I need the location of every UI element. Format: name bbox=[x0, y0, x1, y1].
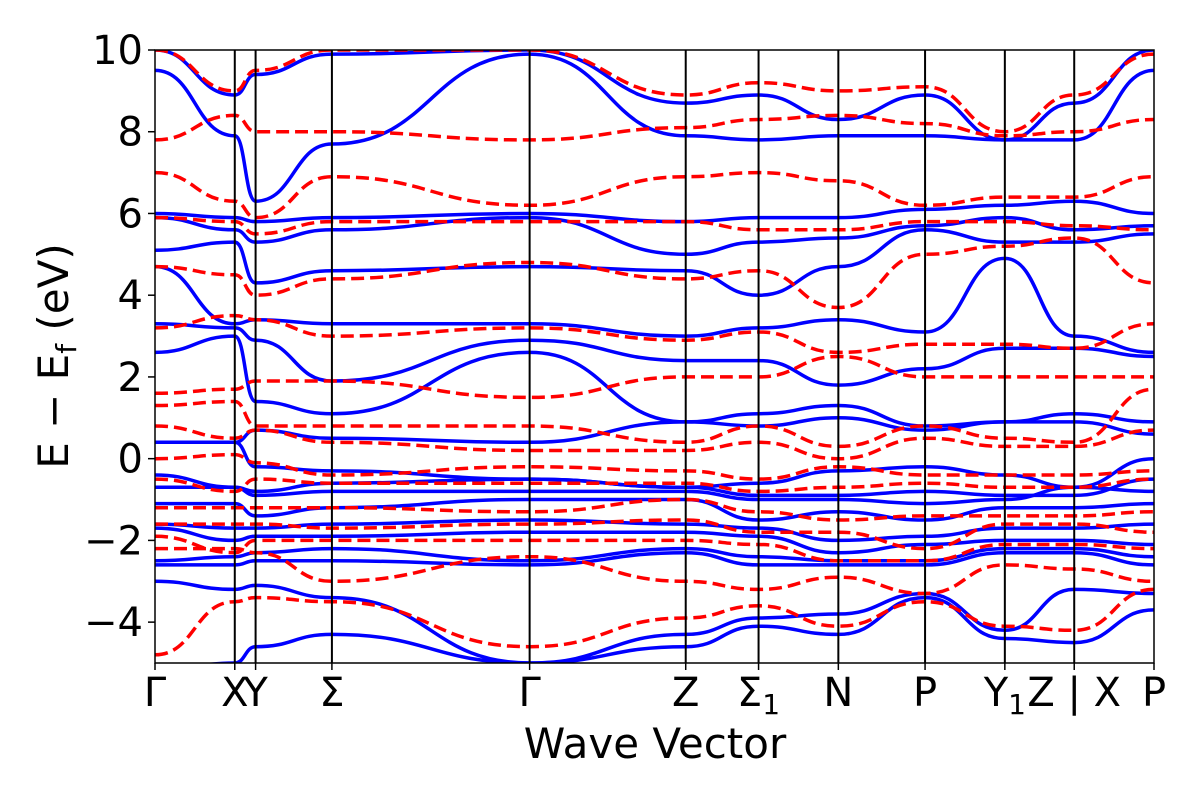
kpoint-label: Y1 bbox=[983, 670, 1026, 721]
kpoint-label: P bbox=[913, 670, 937, 716]
y-tick-label: −2 bbox=[84, 518, 143, 564]
kpoint-label: Γ bbox=[144, 670, 167, 716]
y-tick-label: −4 bbox=[84, 600, 143, 646]
y-tick-label: 8 bbox=[118, 110, 143, 156]
kpoint-label-main: P bbox=[1142, 670, 1166, 716]
y-axis-label-unit: (eV) bbox=[29, 243, 78, 344]
y-tick-label: 0 bbox=[118, 437, 143, 483]
kpoint-label-main: Σ bbox=[737, 670, 762, 716]
kpoint-label-sub: 1 bbox=[762, 688, 780, 721]
solid-band-7 bbox=[155, 485, 1154, 506]
kpoint-label-main: Γ bbox=[144, 670, 167, 716]
kpoint-label-sub: 1 bbox=[1008, 688, 1026, 721]
y-axis-label: E − Ef (eV) bbox=[29, 243, 83, 469]
kpoint-label: N bbox=[823, 670, 853, 716]
y-tick-label: 2 bbox=[118, 355, 143, 401]
dashed-band-8 bbox=[155, 387, 1154, 449]
kpoint-label: Σ1 bbox=[737, 670, 780, 721]
dashed-band-4 bbox=[155, 497, 1154, 522]
kpoint-label-main: P bbox=[913, 670, 937, 716]
y-tick-label: 4 bbox=[118, 273, 143, 319]
kpoint-separators bbox=[233, 50, 1076, 663]
kpoint-label: Σ bbox=[319, 670, 344, 716]
kpoint-label-main: Z | X bbox=[1027, 670, 1121, 716]
y-axis-label-main: E − E bbox=[29, 354, 78, 469]
dashed-band-1 bbox=[155, 546, 1154, 596]
y-axis: −4 −2 0 2 4 6 8 10 bbox=[84, 28, 155, 646]
plot-frame bbox=[154, 49, 1155, 664]
dashed-band-11 bbox=[155, 236, 1154, 310]
kpoint-label-main: N bbox=[823, 670, 853, 716]
plot-area bbox=[154, 49, 1155, 664]
kpoint-label-main: Z bbox=[672, 670, 699, 716]
y-axis-label-sub: f bbox=[50, 343, 83, 354]
kpoint-label: Y bbox=[242, 670, 268, 716]
kpoint-label: X bbox=[221, 670, 248, 716]
y-tick-label: 6 bbox=[118, 191, 143, 237]
kpoint-label-main: Y bbox=[242, 670, 268, 716]
kpoint-label: P bbox=[1142, 670, 1166, 716]
kpoint-label: Z | X bbox=[1027, 670, 1121, 716]
x-axis-label: Wave Vector bbox=[524, 719, 787, 768]
kpoint-label-main: Γ bbox=[518, 670, 541, 716]
kpoint-label-main: Y bbox=[983, 670, 1009, 716]
kpoint-label: Z bbox=[672, 670, 699, 716]
kpoint-label: Γ bbox=[518, 670, 541, 716]
kpoint-label-main: Σ bbox=[319, 670, 344, 716]
dashed-band-15 bbox=[155, 50, 1154, 134]
kpoint-label-main: X bbox=[221, 670, 248, 716]
y-tick-label: 10 bbox=[92, 28, 143, 74]
